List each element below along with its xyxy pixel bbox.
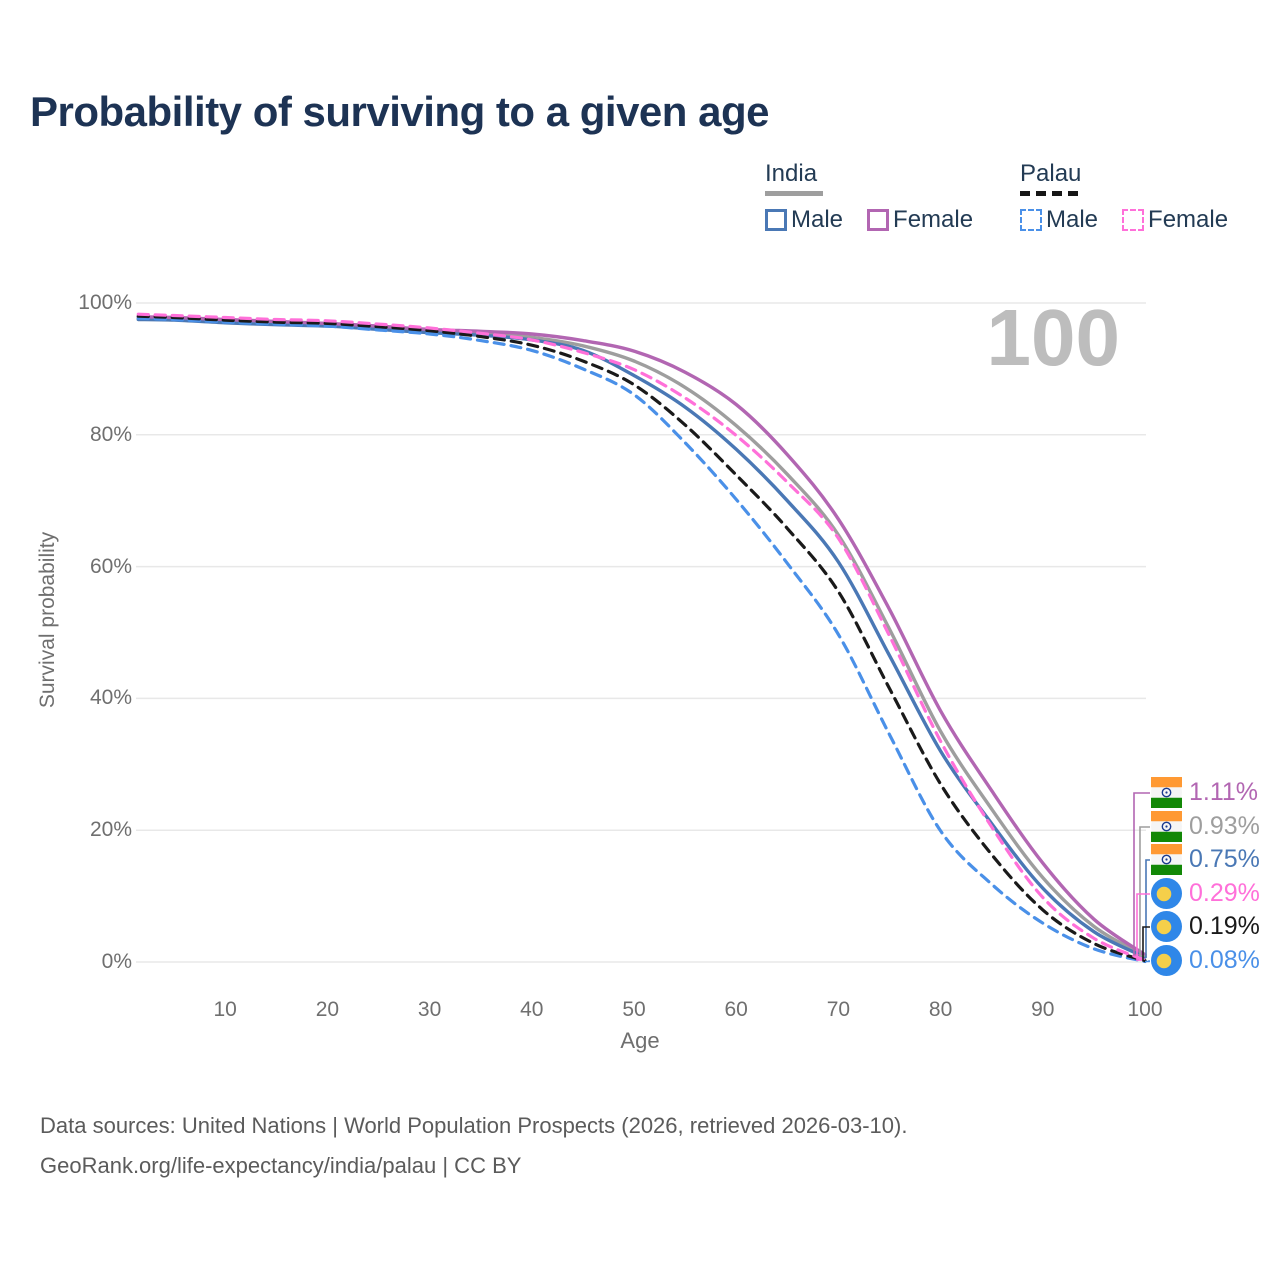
legend-label: Male xyxy=(791,206,844,233)
palau-flag-icon xyxy=(1151,878,1182,909)
legend-country-palau: Palau xyxy=(1020,160,1082,187)
y-tick-label: 40% xyxy=(89,686,132,710)
x-tick-label: 60 xyxy=(724,998,748,1021)
end-label-row-india-male: 0.75% xyxy=(1151,844,1260,875)
legend-group-india: India Male Female xyxy=(765,160,973,234)
x-tick-label: 30 xyxy=(417,998,442,1021)
series-line-india-female xyxy=(136,315,1147,957)
x-tick-label: 80 xyxy=(928,998,953,1021)
legend-item-palau-male: Male xyxy=(1020,206,1098,234)
x-tick-label: 90 xyxy=(1031,998,1055,1021)
palau-flag-icon xyxy=(1151,945,1182,976)
x-tick-label: 50 xyxy=(622,998,646,1021)
end-label-value: 0.08% xyxy=(1189,946,1260,974)
legend-item-india-female: Female xyxy=(867,206,973,234)
legend-group-palau: Palau Male Female xyxy=(1020,160,1228,234)
india-male-swatch-icon xyxy=(765,209,787,231)
india-flag-icon xyxy=(1151,844,1182,875)
end-label-connector xyxy=(1145,859,1150,958)
page-title: Probability of surviving to a given age xyxy=(30,88,769,135)
legend-underline-palau xyxy=(1020,191,1078,196)
legend-label: Female xyxy=(1148,206,1229,233)
series-line-india-male xyxy=(136,317,1147,959)
end-label-value: 0.75% xyxy=(1189,845,1260,873)
x-tick-label: 20 xyxy=(315,998,340,1021)
end-label-connector xyxy=(1145,960,1150,963)
x-axis-title: Age xyxy=(620,1028,660,1053)
end-label-value: 0.93% xyxy=(1189,812,1260,840)
footer-line-2: GeoRank.org/life-expectancy/india/palau … xyxy=(40,1153,522,1178)
end-label-row-palau-female: 0.29% xyxy=(1151,878,1260,909)
end-label-value: 0.19% xyxy=(1189,912,1260,940)
end-label-row-india-both-sexes: 0.93% xyxy=(1151,811,1260,842)
legend-underline-india xyxy=(765,191,823,196)
age-counter-watermark: 100 xyxy=(986,293,1120,382)
end-label-connector xyxy=(1142,926,1150,962)
x-tick-label: 70 xyxy=(826,998,851,1021)
legend-row-india: Male Female xyxy=(765,206,973,234)
india-flag-icon xyxy=(1151,811,1182,842)
legend-item-india-male: Male xyxy=(765,206,843,234)
legend-label: Female xyxy=(893,206,974,233)
y-tick-label: 60% xyxy=(89,554,132,578)
end-label-row-india-female: 1.11% xyxy=(1151,777,1258,808)
series-line-palau-both-sexes xyxy=(136,314,1147,963)
palau-flag-icon xyxy=(1151,911,1182,942)
palau-female-swatch-icon xyxy=(1122,209,1145,231)
y-axis-title: Survival probability xyxy=(36,531,59,709)
end-label-value: 1.11% xyxy=(1189,778,1259,806)
end-label-connector xyxy=(1139,826,1150,957)
x-tick-label: 100 xyxy=(1127,998,1163,1021)
end-label-value: 0.29% xyxy=(1189,879,1260,907)
x-tick-label: 40 xyxy=(520,998,544,1021)
footer-line-1: Data sources: United Nations | World Pop… xyxy=(40,1113,908,1138)
y-tick-label: 100% xyxy=(78,291,132,314)
data-source-footer: Data sources: United Nations | World Pop… xyxy=(40,1106,907,1186)
india-female-swatch-icon xyxy=(867,209,890,231)
y-tick-label: 20% xyxy=(89,818,132,842)
end-label-row-palau-both-sexes: 0.19% xyxy=(1151,911,1260,942)
legend-country-india: India xyxy=(765,160,818,187)
legend-label: Male xyxy=(1046,206,1099,233)
y-tick-label: 0% xyxy=(101,950,132,973)
end-label-connector xyxy=(1136,893,1150,961)
y-tick-label: 80% xyxy=(89,422,132,446)
series-line-palau-male xyxy=(136,316,1147,964)
india-flag-icon xyxy=(1151,777,1182,808)
legend-item-palau-female: Female xyxy=(1122,206,1228,234)
series-line-india-both-sexes xyxy=(136,316,1147,958)
palau-male-swatch-icon xyxy=(1020,209,1042,231)
end-label-row-palau-male: 0.08% xyxy=(1151,945,1260,976)
legend-row-palau: Male Female xyxy=(1020,206,1228,234)
series-line-palau-female xyxy=(136,312,1147,962)
x-tick-label: 10 xyxy=(213,998,237,1021)
